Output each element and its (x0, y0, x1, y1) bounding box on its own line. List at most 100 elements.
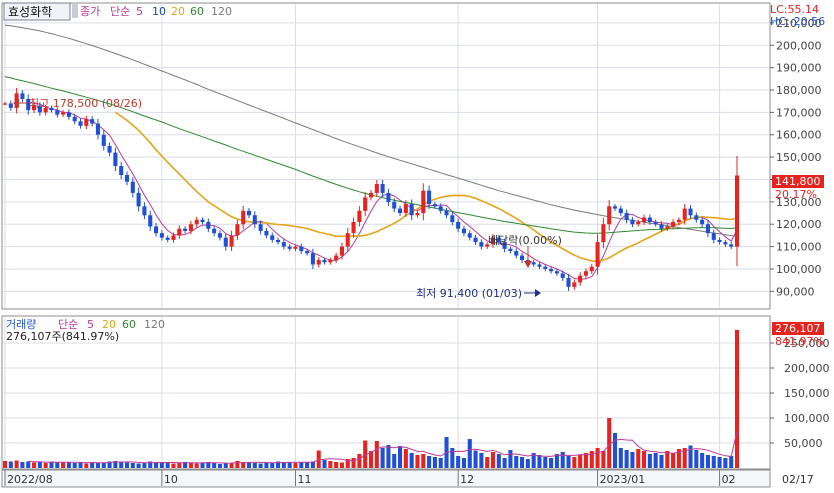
volume-bar (659, 455, 664, 468)
volume-bar (37, 462, 42, 468)
volume-bar (246, 462, 252, 468)
volume-bar (32, 462, 37, 468)
volume-bar (595, 448, 600, 468)
date-tick-label: 02 (722, 473, 736, 486)
candle-body (37, 105, 42, 113)
volume-bar (647, 454, 652, 468)
volume-bar (136, 463, 141, 468)
volume-bar (589, 451, 594, 468)
volume-bar (270, 463, 275, 468)
candle-body (461, 228, 466, 234)
dividend-annotation: 배당락(0.00%) (488, 234, 562, 268)
candle-body (322, 260, 327, 263)
volume-bar (554, 454, 559, 468)
volume-bar (206, 462, 211, 468)
price-tick-label: 180,000 (776, 84, 822, 97)
candle-body (671, 221, 676, 227)
volume-bar (90, 462, 95, 468)
candle-body (177, 228, 182, 236)
candle-body (328, 260, 333, 263)
candle-body (682, 208, 687, 220)
candle-body (374, 183, 379, 193)
candle-body (258, 224, 263, 231)
candle-body (101, 134, 106, 146)
volume-bar (409, 453, 414, 468)
volume-bar (148, 461, 153, 468)
volume-bar (235, 461, 240, 468)
price-tick-label: 170,000 (776, 106, 822, 119)
candle-body (444, 210, 449, 216)
volume-bar (514, 456, 519, 468)
price-tick-label: 200,000 (776, 39, 822, 52)
volume-bar (345, 459, 350, 468)
candle-body (665, 226, 670, 229)
candle-body (351, 221, 356, 234)
candle-body (456, 221, 461, 229)
candle-body (578, 275, 583, 283)
candle-body (403, 204, 408, 214)
hc-label: HC:-20.56 (770, 15, 825, 28)
volume-bar (177, 463, 182, 468)
volume-bar (8, 461, 13, 468)
volume-bar (734, 329, 740, 468)
stock-name-box[interactable] (3, 2, 71, 21)
volume-bar (113, 461, 118, 468)
volume-bar (339, 462, 344, 468)
volume-bar (502, 458, 507, 468)
volume-badge-value: 276,107 (775, 322, 821, 335)
volume-bar (66, 462, 71, 468)
candle-body (450, 215, 455, 222)
candle-body (729, 244, 734, 247)
volume-bar (357, 454, 362, 468)
volume-bar (217, 464, 222, 468)
candle-body (124, 175, 130, 182)
candle-body (43, 107, 48, 113)
candle-body (148, 215, 153, 227)
candle-body (281, 242, 286, 247)
volume-bar (549, 458, 554, 468)
ma120-label: 120 (211, 5, 232, 18)
candle-body (252, 215, 257, 225)
candle-body (427, 190, 432, 205)
volume-bar (2, 461, 8, 468)
candle-body (717, 239, 722, 243)
volume-bar (264, 462, 269, 468)
candle-body (642, 217, 647, 222)
volume-bar (363, 440, 368, 468)
volume-tick-label: 100,000 (784, 412, 830, 425)
candle-body (357, 210, 362, 222)
volume-bar (653, 453, 658, 468)
candle-body (502, 242, 507, 249)
candle-body (711, 233, 716, 240)
volume-ma20-label: 20 (102, 318, 116, 331)
volume-bar (142, 463, 147, 468)
volume-bar (334, 462, 339, 468)
candle-body (531, 262, 536, 265)
candle-body (78, 121, 83, 126)
candle-body (438, 206, 443, 211)
volume-bar (310, 461, 315, 468)
date-tick-label: 12 (460, 473, 474, 486)
volume-bar (43, 463, 48, 468)
volume-bar (20, 462, 25, 468)
volume-bar (229, 463, 234, 468)
candle-body (479, 242, 484, 247)
down-arrow-icon (524, 261, 532, 268)
volume-bar (601, 451, 606, 468)
candle-body (543, 266, 548, 269)
candle-body (194, 219, 199, 225)
candle-body (339, 246, 344, 256)
volume-bar (101, 462, 106, 468)
volume-ma60-label: 60 (122, 318, 136, 331)
volume-bar (450, 448, 455, 468)
lc-label: LC:55.14 (770, 3, 819, 16)
candle-body (299, 246, 304, 252)
volume-bar (496, 454, 501, 468)
candle-body (595, 242, 600, 267)
candle-body (409, 204, 414, 216)
candle-body (601, 224, 606, 243)
candle-body (676, 219, 681, 222)
volume-bar (688, 445, 693, 468)
